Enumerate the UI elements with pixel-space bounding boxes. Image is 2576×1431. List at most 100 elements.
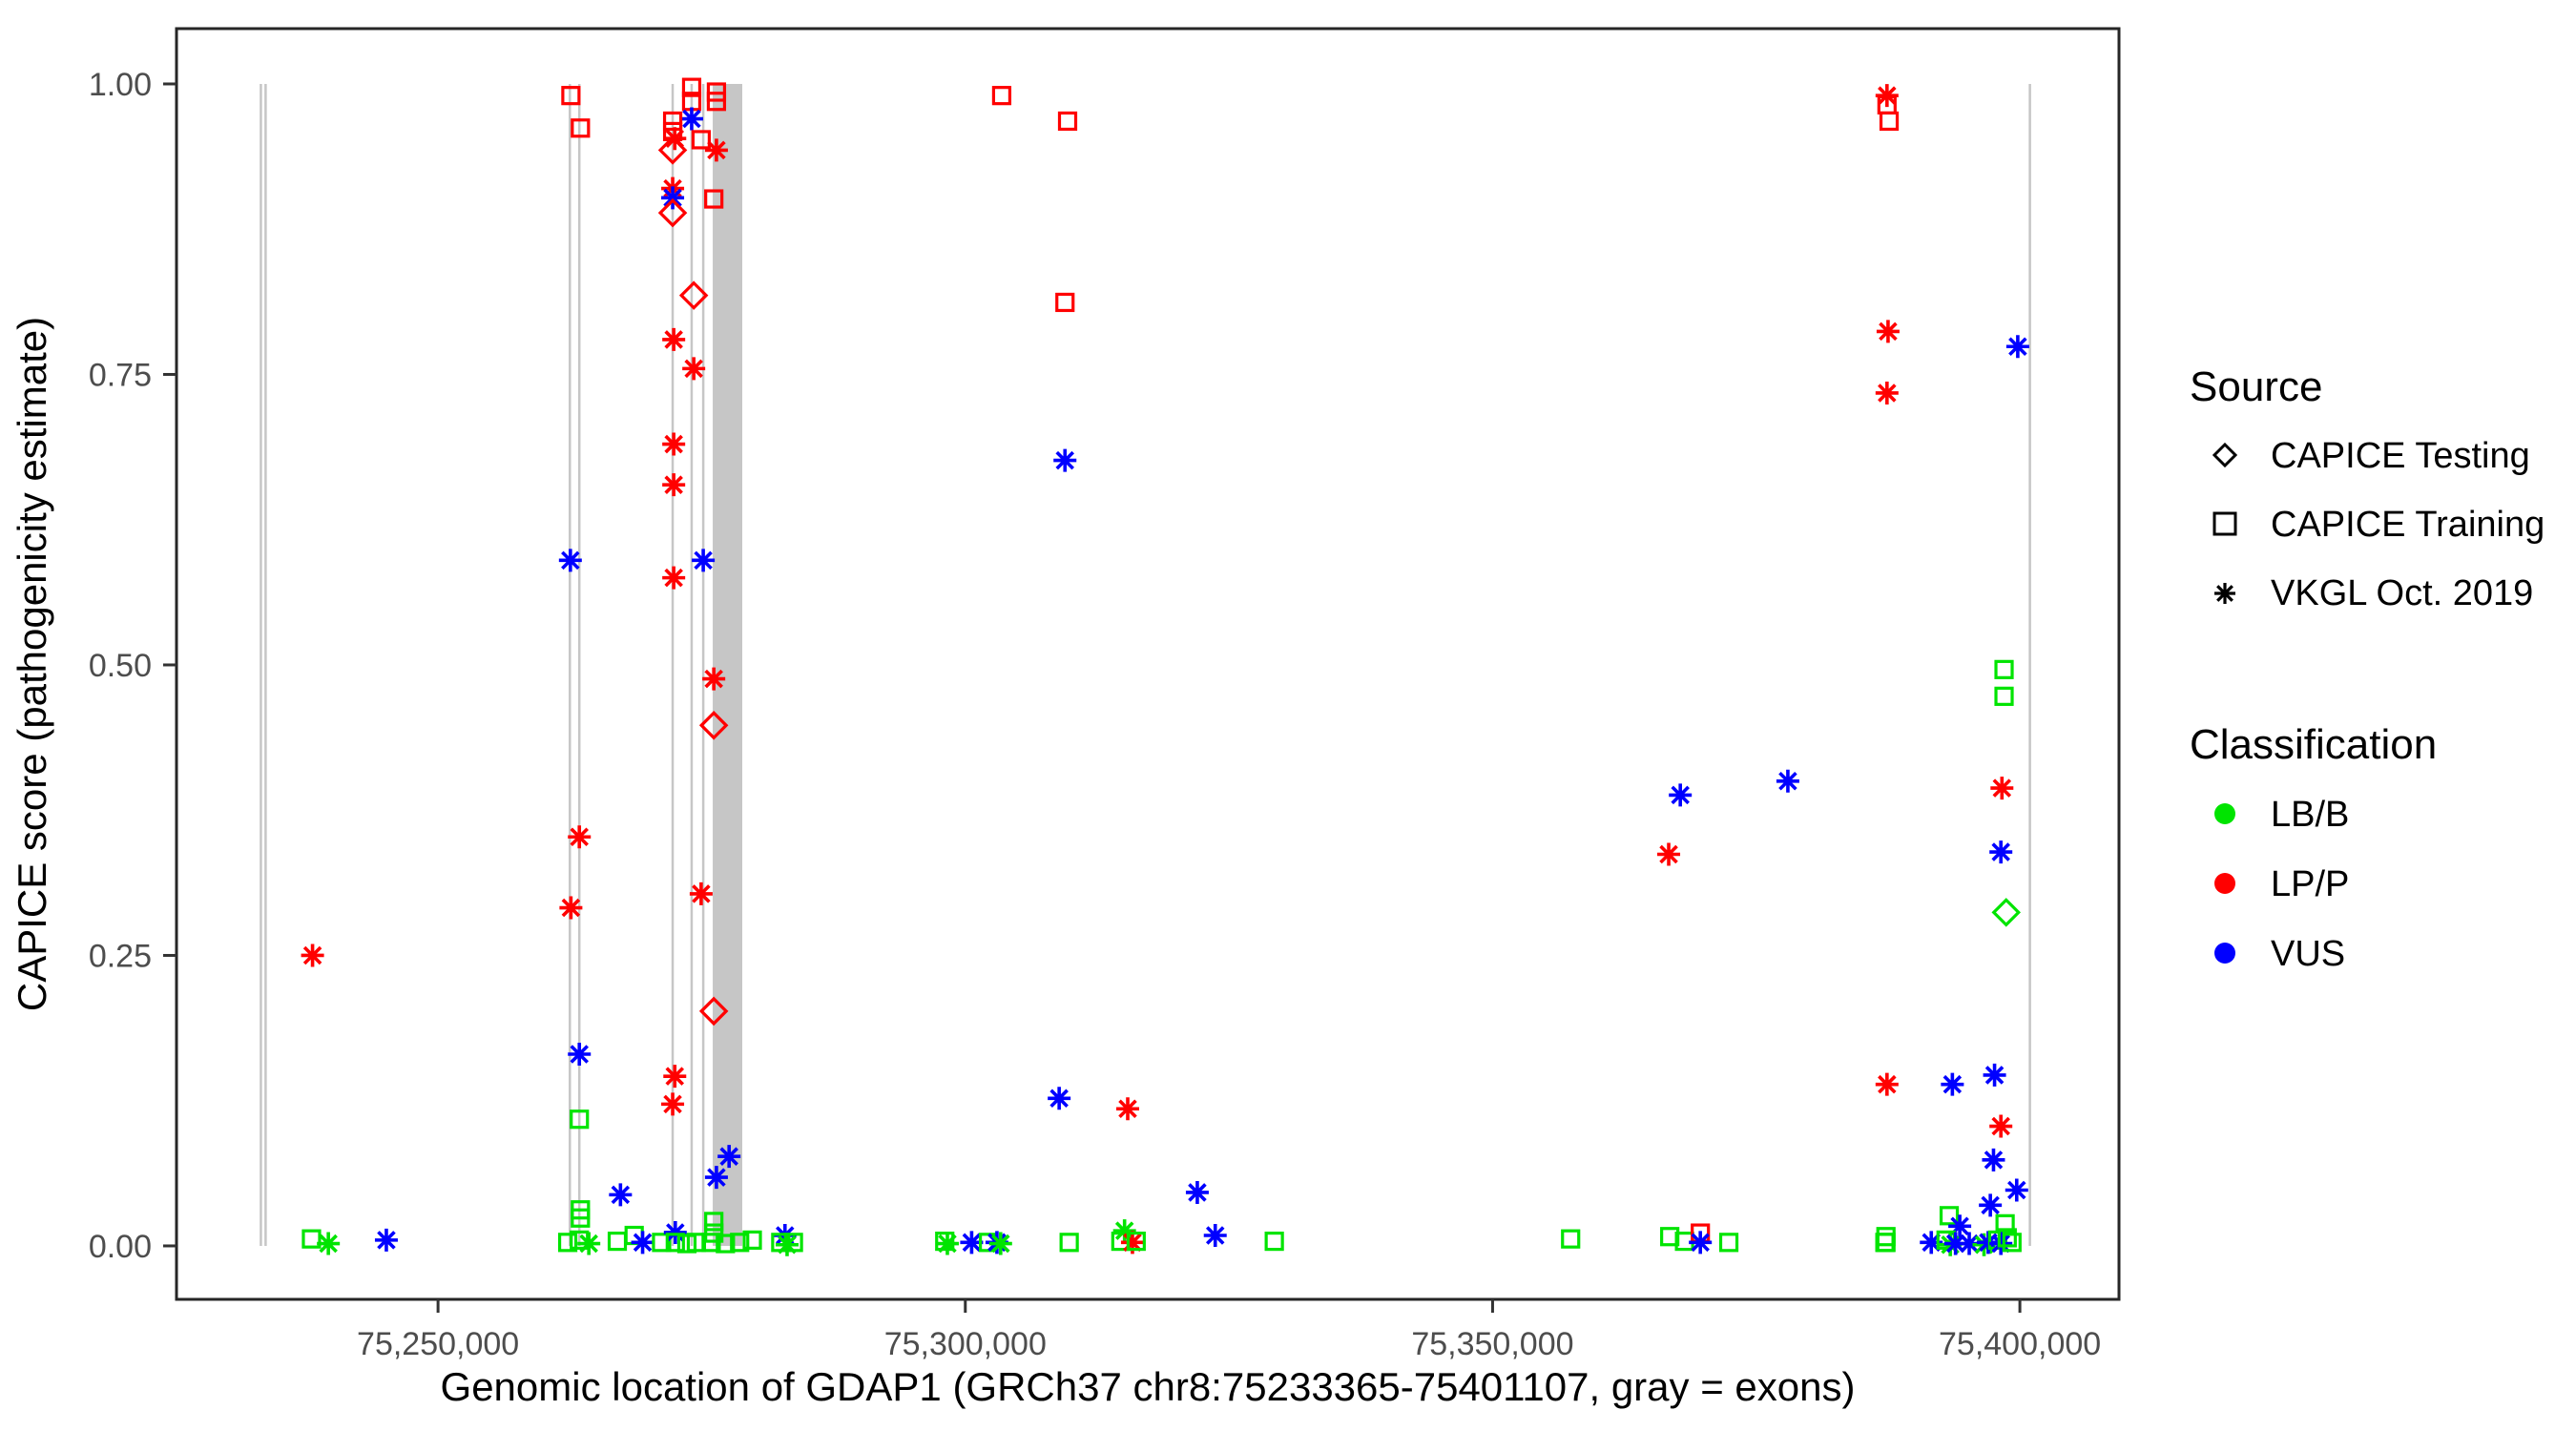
data-point-asterisk: [689, 881, 713, 905]
legend: Source CAPICE Testing CAPICE Training VK…: [2190, 363, 2545, 974]
legend-item-label: LP/P: [2271, 864, 2349, 904]
data-point-asterisk: [988, 1232, 1012, 1255]
data-point-square: [607, 1232, 628, 1252]
data-point-diamond: [678, 280, 709, 310]
data-point-asterisk: [631, 1231, 654, 1255]
data-point-square: [742, 1230, 762, 1250]
x-tick-label: 75,350,000: [1411, 1326, 1573, 1362]
square-icon: [2212, 511, 2237, 536]
data-point-asterisk: [702, 667, 726, 691]
data-point-square: [706, 92, 727, 112]
x-axis-title: Genomic location of GDAP1 (GRCh37 chr8:7…: [441, 1364, 1856, 1409]
data-point-asterisk: [374, 1228, 398, 1252]
data-point-asterisk: [1943, 1232, 1967, 1255]
data-point-asterisk: [1203, 1224, 1227, 1248]
data-point-asterisk: [1948, 1214, 1972, 1238]
data-point-asterisk: [661, 1092, 685, 1116]
data-point-asterisk: [775, 1233, 799, 1256]
data-point-asterisk: [1185, 1180, 1209, 1204]
data-point-asterisk: [1657, 842, 1681, 866]
data-point-square: [1994, 659, 2014, 679]
lbb-dot-icon: [2214, 803, 2235, 824]
data-point-asterisk: [568, 825, 592, 849]
data-point-square: [1718, 1233, 1739, 1253]
data-point-square: [701, 1233, 721, 1253]
data-point-square: [571, 118, 591, 138]
data-point-square: [1994, 686, 2014, 706]
data-point-asterisk: [1120, 1231, 1144, 1255]
data-point-square: [691, 130, 711, 150]
data-point-diamond: [657, 197, 688, 228]
y-axis: 0.00 0.25 0.50 0.75 1.00: [89, 67, 177, 1265]
data-point-asterisk: [577, 1232, 601, 1255]
data-point-square: [716, 1234, 736, 1254]
data-points: [301, 77, 2029, 1256]
data-point-asterisk: [662, 566, 686, 590]
data-point-square: [704, 189, 724, 209]
data-point-asterisk: [692, 549, 716, 572]
legend-item-capice-training: CAPICE Training: [2212, 505, 2545, 545]
data-point-square: [1875, 1233, 1895, 1253]
diamond-icon: [2212, 442, 2238, 468]
data-point-asterisk: [1053, 448, 1077, 472]
legend-item-label: VUS: [2271, 934, 2345, 974]
data-point-asterisk: [2005, 1178, 2028, 1202]
data-point-asterisk: [662, 327, 686, 351]
data-point-asterisk: [682, 357, 706, 381]
data-point-square: [1997, 1228, 2017, 1248]
data-point-square: [1561, 1229, 1581, 1249]
data-point-square: [662, 111, 683, 132]
data-point-asterisk: [1920, 1231, 1943, 1255]
data-point-asterisk: [609, 1183, 633, 1207]
x-axis: 75,250,000 75,300,000 75,350,000 75,400,…: [357, 1299, 2101, 1362]
data-point-asterisk: [663, 1220, 687, 1244]
data-point-square: [1879, 111, 1900, 132]
legend-item-label: CAPICE Training: [2271, 505, 2545, 545]
data-point-square: [1939, 1206, 1960, 1226]
data-point-diamond: [698, 711, 729, 740]
data-point-asterisk: [1689, 1231, 1713, 1255]
data-point-asterisk: [1876, 320, 1900, 343]
data-point-asterisk: [935, 1232, 959, 1255]
data-point-asterisk: [1989, 840, 2013, 864]
data-point-asterisk: [662, 473, 686, 497]
data-point-asterisk: [1983, 1063, 2006, 1087]
data-point-square: [301, 1229, 322, 1249]
y-tick-label: 0.25: [89, 938, 152, 974]
y-tick-label: 1.00: [89, 67, 152, 103]
data-point-asterisk: [568, 1043, 592, 1066]
exon-markers: [260, 83, 2031, 1246]
legend-item-label: LB/B: [2271, 795, 2349, 835]
asterisk-icon: [2214, 583, 2235, 604]
data-point-asterisk: [663, 1065, 687, 1089]
data-point-asterisk: [661, 186, 685, 210]
plot-panel: [175, 27, 2121, 1301]
data-point-asterisk: [1979, 1193, 2003, 1217]
legend-classification-title: Classification: [2190, 721, 2437, 768]
data-point-asterisk: [1048, 1087, 1071, 1110]
data-point-square: [935, 1232, 955, 1252]
data-point-square: [557, 1233, 578, 1253]
y-tick-label: 0.50: [89, 648, 152, 684]
data-point-asterisk: [1116, 1097, 1139, 1121]
data-point-asterisk: [1875, 1072, 1899, 1096]
lpp-dot-icon: [2214, 873, 2235, 894]
x-tick-label: 75,250,000: [357, 1326, 519, 1362]
data-point-asterisk: [1989, 1232, 2013, 1255]
legend-source-title: Source: [2190, 363, 2322, 410]
data-point-asterisk: [1875, 381, 1899, 404]
data-point-asterisk: [2005, 335, 2029, 359]
data-point-square: [1057, 111, 1078, 132]
legend-item-label: CAPICE Testing: [2271, 436, 2530, 476]
data-point-square: [704, 1212, 724, 1232]
data-point-asterisk: [301, 944, 324, 967]
y-tick-label: 0.75: [89, 357, 152, 393]
legend-item-vus: VUS: [2214, 934, 2345, 974]
data-point-asterisk: [1669, 783, 1693, 807]
data-point-square: [665, 1233, 685, 1253]
panel-background: [177, 29, 2119, 1299]
data-point-asterisk: [1989, 1114, 2013, 1138]
data-point-asterisk: [1941, 1072, 1964, 1096]
